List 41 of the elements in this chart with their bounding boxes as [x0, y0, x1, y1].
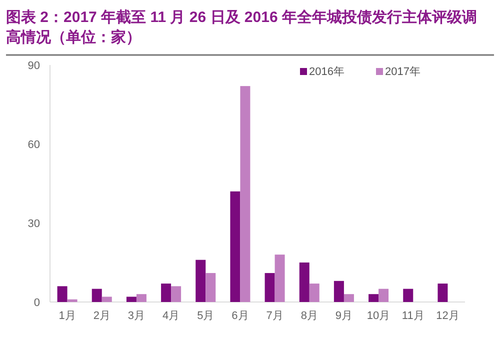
- x-tick-label: 7月: [266, 310, 284, 322]
- bar: [57, 286, 68, 302]
- x-tick-label: 5月: [197, 310, 214, 322]
- x-tick-label: 1月: [58, 310, 76, 322]
- bar: [274, 254, 285, 302]
- y-tick-label: 60: [28, 139, 40, 151]
- bar: [240, 86, 250, 302]
- x-tick-label: 8月: [300, 310, 318, 322]
- bar: [264, 273, 275, 302]
- bar: [136, 294, 146, 302]
- bar: [196, 260, 206, 302]
- y-tick-label: 90: [28, 60, 40, 72]
- x-tick-label: 3月: [128, 310, 146, 322]
- bar: [438, 284, 448, 302]
- legend-label: 2017年: [385, 66, 420, 78]
- bar: [92, 288, 102, 302]
- y-tick-label: 30: [28, 218, 40, 230]
- bar: [299, 262, 310, 302]
- x-tick-label: 4月: [162, 310, 180, 322]
- chart-title: 图表 2：2017 年截至 11 月 26 日及 2016 年全年城投债发行主体评级调高情况（单位：家）: [6, 8, 477, 46]
- y-tick-label: 0: [34, 297, 40, 309]
- bar: [378, 288, 389, 302]
- bar: [206, 273, 216, 302]
- x-tick-label: 11月: [402, 310, 424, 322]
- x-tick-label: 6月: [232, 310, 249, 322]
- x-tick-label: 10月: [366, 310, 390, 322]
- bar: [67, 299, 78, 302]
- bar: [309, 284, 320, 302]
- x-tick-label: 2月: [93, 310, 110, 322]
- bar: [368, 294, 379, 302]
- x-tick-label: 9月: [335, 310, 353, 322]
- bar: [230, 191, 240, 302]
- bar: [403, 288, 414, 302]
- bar: [102, 296, 112, 302]
- bar: [161, 284, 172, 302]
- bar: [171, 286, 182, 302]
- bar: [344, 294, 354, 302]
- x-tick-label: 12月: [436, 310, 460, 322]
- bar: [126, 296, 136, 302]
- bar: [334, 280, 344, 302]
- legend-label: 2016年: [309, 66, 344, 78]
